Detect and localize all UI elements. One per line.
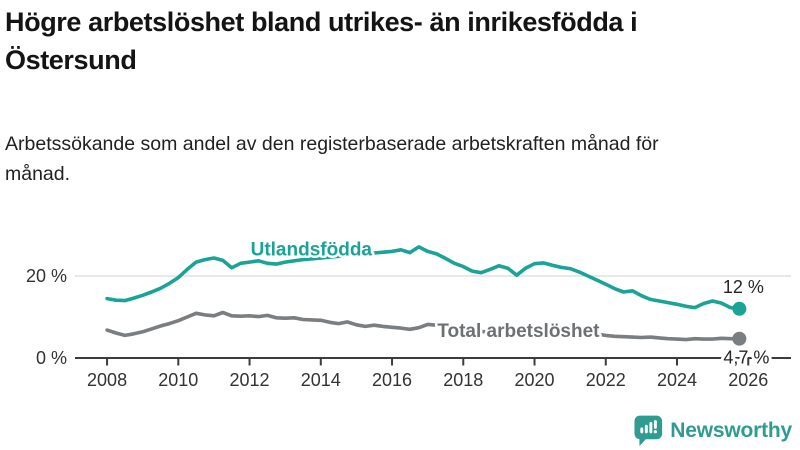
- series-label-utlandsfodda: Utlandsfödda: [251, 240, 373, 261]
- end-value-label-utlandsfodda: 12 %: [723, 277, 764, 297]
- x-axis-tick-label: 2026: [728, 370, 768, 390]
- y-axis-tick-label: 20 %: [26, 266, 67, 286]
- chart-subtitle: Arbetssökande som andel av den registerb…: [5, 133, 659, 186]
- series-line-total: [105, 310, 742, 342]
- series-line-utlandsfodda: [105, 245, 742, 311]
- series-end-dot-utlandsfodda: [732, 301, 747, 316]
- chart-title: Högre arbetslöshet bland utrikes- än inr…: [5, 7, 638, 75]
- x-axis-tick-label: 2016: [372, 370, 412, 390]
- x-axis-tick-label: 2014: [301, 370, 341, 390]
- x-axis-tick-label: 2022: [586, 370, 626, 390]
- end-value-label-total: 4,7 %: [723, 348, 769, 368]
- x-axis-tick-label: 2018: [443, 370, 483, 390]
- x-axis-tick-label: 2012: [230, 370, 270, 390]
- newsworthy-wordmark: Newsworthy: [670, 419, 792, 442]
- x-axis-tick-label: 2024: [657, 370, 697, 390]
- newsworthy-icon: [634, 415, 663, 446]
- x-axis-tick-label: 2010: [158, 370, 198, 390]
- newsworthy-logo[interactable]: Newsworthy: [634, 414, 792, 448]
- x-axis-tick-label: 2020: [514, 370, 554, 390]
- y-axis-tick-label: 0 %: [36, 348, 67, 368]
- x-axis-tick-label: 2008: [87, 370, 127, 390]
- series-end-dot-total: [732, 331, 747, 346]
- series-label-total: Total arbetslöshet: [437, 321, 600, 342]
